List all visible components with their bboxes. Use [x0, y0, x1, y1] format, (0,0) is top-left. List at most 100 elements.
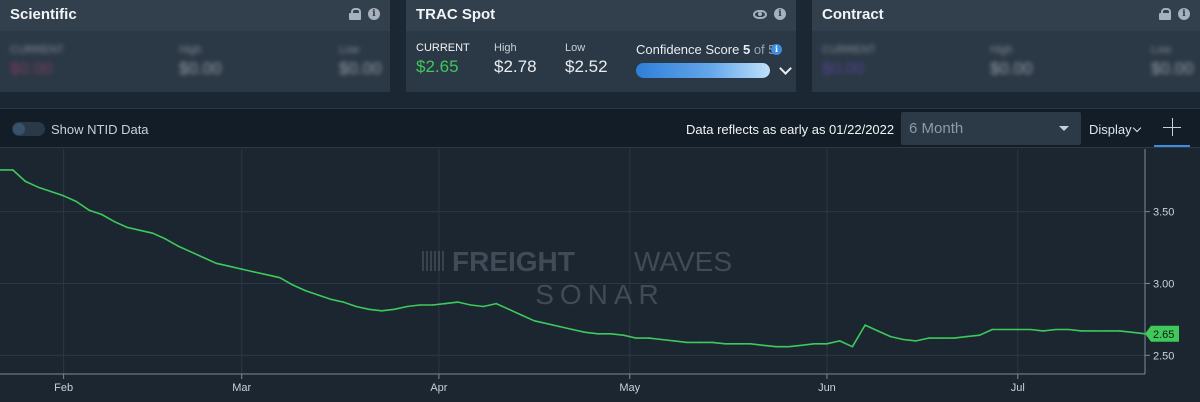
series-point: [1093, 330, 1095, 332]
chart-toolbar: Show NTID Data Data reflects as early as…: [0, 108, 1200, 148]
data-reflects-text: Data reflects as early as 01/22/2022: [686, 122, 895, 137]
scientific-current: CURRENT $0.00: [10, 44, 64, 79]
series-point: [1067, 328, 1070, 331]
low-label: Low: [1151, 44, 1172, 56]
series-point: [304, 289, 307, 292]
series-point: [991, 328, 994, 331]
series-point: [813, 343, 815, 345]
x-tick-label: Jul: [1011, 382, 1025, 394]
series-point: [355, 305, 358, 308]
series-point: [724, 343, 726, 345]
series-point: [330, 298, 332, 301]
contract-high: High $0.00: [990, 44, 1033, 79]
confidence-score-bar: [636, 63, 770, 78]
display-menu-button[interactable]: Display: [1089, 122, 1132, 137]
contract-card[interactable]: Contract i CURRENT $0.00 High $0.00 Low …: [812, 0, 1200, 92]
scientific-card-title: Scientific: [10, 6, 77, 23]
high-label: High: [494, 42, 517, 54]
series-point: [800, 344, 803, 347]
ntid-toggle-label[interactable]: Show NTID Data: [51, 122, 149, 137]
confidence-score[interactable]: Confidence Score 5 of 5 i: [636, 42, 792, 78]
x-tick-label: May: [619, 382, 640, 394]
series-point: [279, 276, 281, 279]
series-point: [902, 338, 905, 341]
trac-spot-card-header: TRAC Spot i: [406, 0, 796, 31]
series-point: [559, 325, 561, 328]
series-point: [711, 341, 714, 344]
high-label: High: [990, 44, 1013, 56]
series-point: [660, 338, 663, 341]
scientific-card[interactable]: Scientific i CURRENT $0.00 High $0.00 Lo…: [0, 0, 390, 92]
confidence-info-icon[interactable]: i: [771, 44, 782, 55]
ntid-toggle[interactable]: [12, 122, 45, 136]
series-point: [1017, 328, 1019, 331]
range-select[interactable]: 6 Month: [901, 112, 1081, 145]
series-point: [240, 268, 243, 270]
series-point: [393, 308, 396, 311]
high-value: $0.00: [990, 59, 1033, 78]
metric-cards-bar: Scientific i CURRENT $0.00 High $0.00 Lo…: [0, 0, 1200, 103]
trac-spot-high: High $2.78: [494, 42, 537, 77]
low-value: $2.52: [565, 57, 608, 76]
series-point: [151, 232, 154, 234]
info-icon[interactable]: i: [1178, 8, 1190, 20]
price-chart[interactable]: FREIGHT WAVES SONAR Feb Mar Apr May Jun Jul 2.…: [0, 149, 1200, 402]
series-point: [495, 302, 498, 305]
series-point: [291, 284, 294, 286]
series-point: [253, 271, 256, 273]
current-label: CURRENT: [416, 42, 470, 54]
crosshair-icon-vertical: [1172, 118, 1173, 136]
eye-icon[interactable]: [753, 9, 767, 19]
series-point: [317, 294, 319, 296]
series-point: [508, 308, 510, 311]
series-point: [940, 337, 943, 339]
crosshair-button[interactable]: [1154, 109, 1190, 147]
series-point: [1029, 328, 1032, 331]
confidence-score-max: of 5: [753, 42, 776, 57]
x-tick-label: Feb: [54, 382, 73, 394]
series-point: [88, 209, 90, 211]
series-point: [635, 337, 637, 339]
series-point: [368, 308, 370, 311]
series-point: [889, 335, 892, 338]
series-point: [215, 262, 218, 265]
y-tick-label: 3.00: [1153, 278, 1174, 290]
series-point: [469, 304, 472, 306]
series-point: [838, 340, 841, 342]
series-point: [202, 256, 205, 259]
series-point: [342, 301, 345, 303]
scientific-card-header: Scientific i: [0, 0, 390, 31]
series-point: [482, 305, 485, 308]
contract-card-icons: i: [1159, 8, 1190, 20]
trac-spot-card-title: TRAC Spot: [416, 6, 496, 23]
lock-icon[interactable]: [1159, 8, 1171, 20]
contract-low: Low $0.00: [1151, 44, 1194, 79]
series-point: [1118, 330, 1121, 332]
price-chart-svg[interactable]: FREIGHT WAVES SONAR Feb Mar Apr May Jun Jul 2.…: [0, 149, 1200, 402]
series-point: [1131, 331, 1134, 334]
chart-axes: Feb Mar Apr May Jun Jul 2.50 3.00 3.50: [0, 149, 1174, 394]
series-point: [126, 226, 128, 229]
series-point: [1106, 330, 1108, 332]
series-point: [877, 330, 879, 332]
series-point: [584, 331, 586, 334]
info-icon[interactable]: i: [774, 8, 786, 20]
chevron-down-icon[interactable]: [779, 62, 792, 75]
lock-icon[interactable]: [349, 8, 361, 20]
series-point: [50, 190, 52, 193]
low-value: $0.00: [339, 59, 382, 78]
series-point: [431, 304, 434, 306]
trac-spot-card[interactable]: TRAC Spot i CURRENT $2.65 High $2.78 Low…: [406, 0, 796, 92]
y-tick-label: 2.50: [1153, 350, 1174, 362]
series-point: [380, 310, 383, 312]
watermark-logo-icon: [422, 251, 444, 271]
series-point: [686, 341, 688, 344]
series-point: [266, 274, 269, 276]
series-point: [419, 304, 421, 306]
current-value-tag: [1145, 325, 1179, 342]
info-icon[interactable]: i: [368, 8, 380, 20]
series-point: [609, 333, 612, 335]
series-point: [11, 169, 14, 171]
series-point: [622, 334, 625, 336]
series-point: [673, 340, 676, 342]
